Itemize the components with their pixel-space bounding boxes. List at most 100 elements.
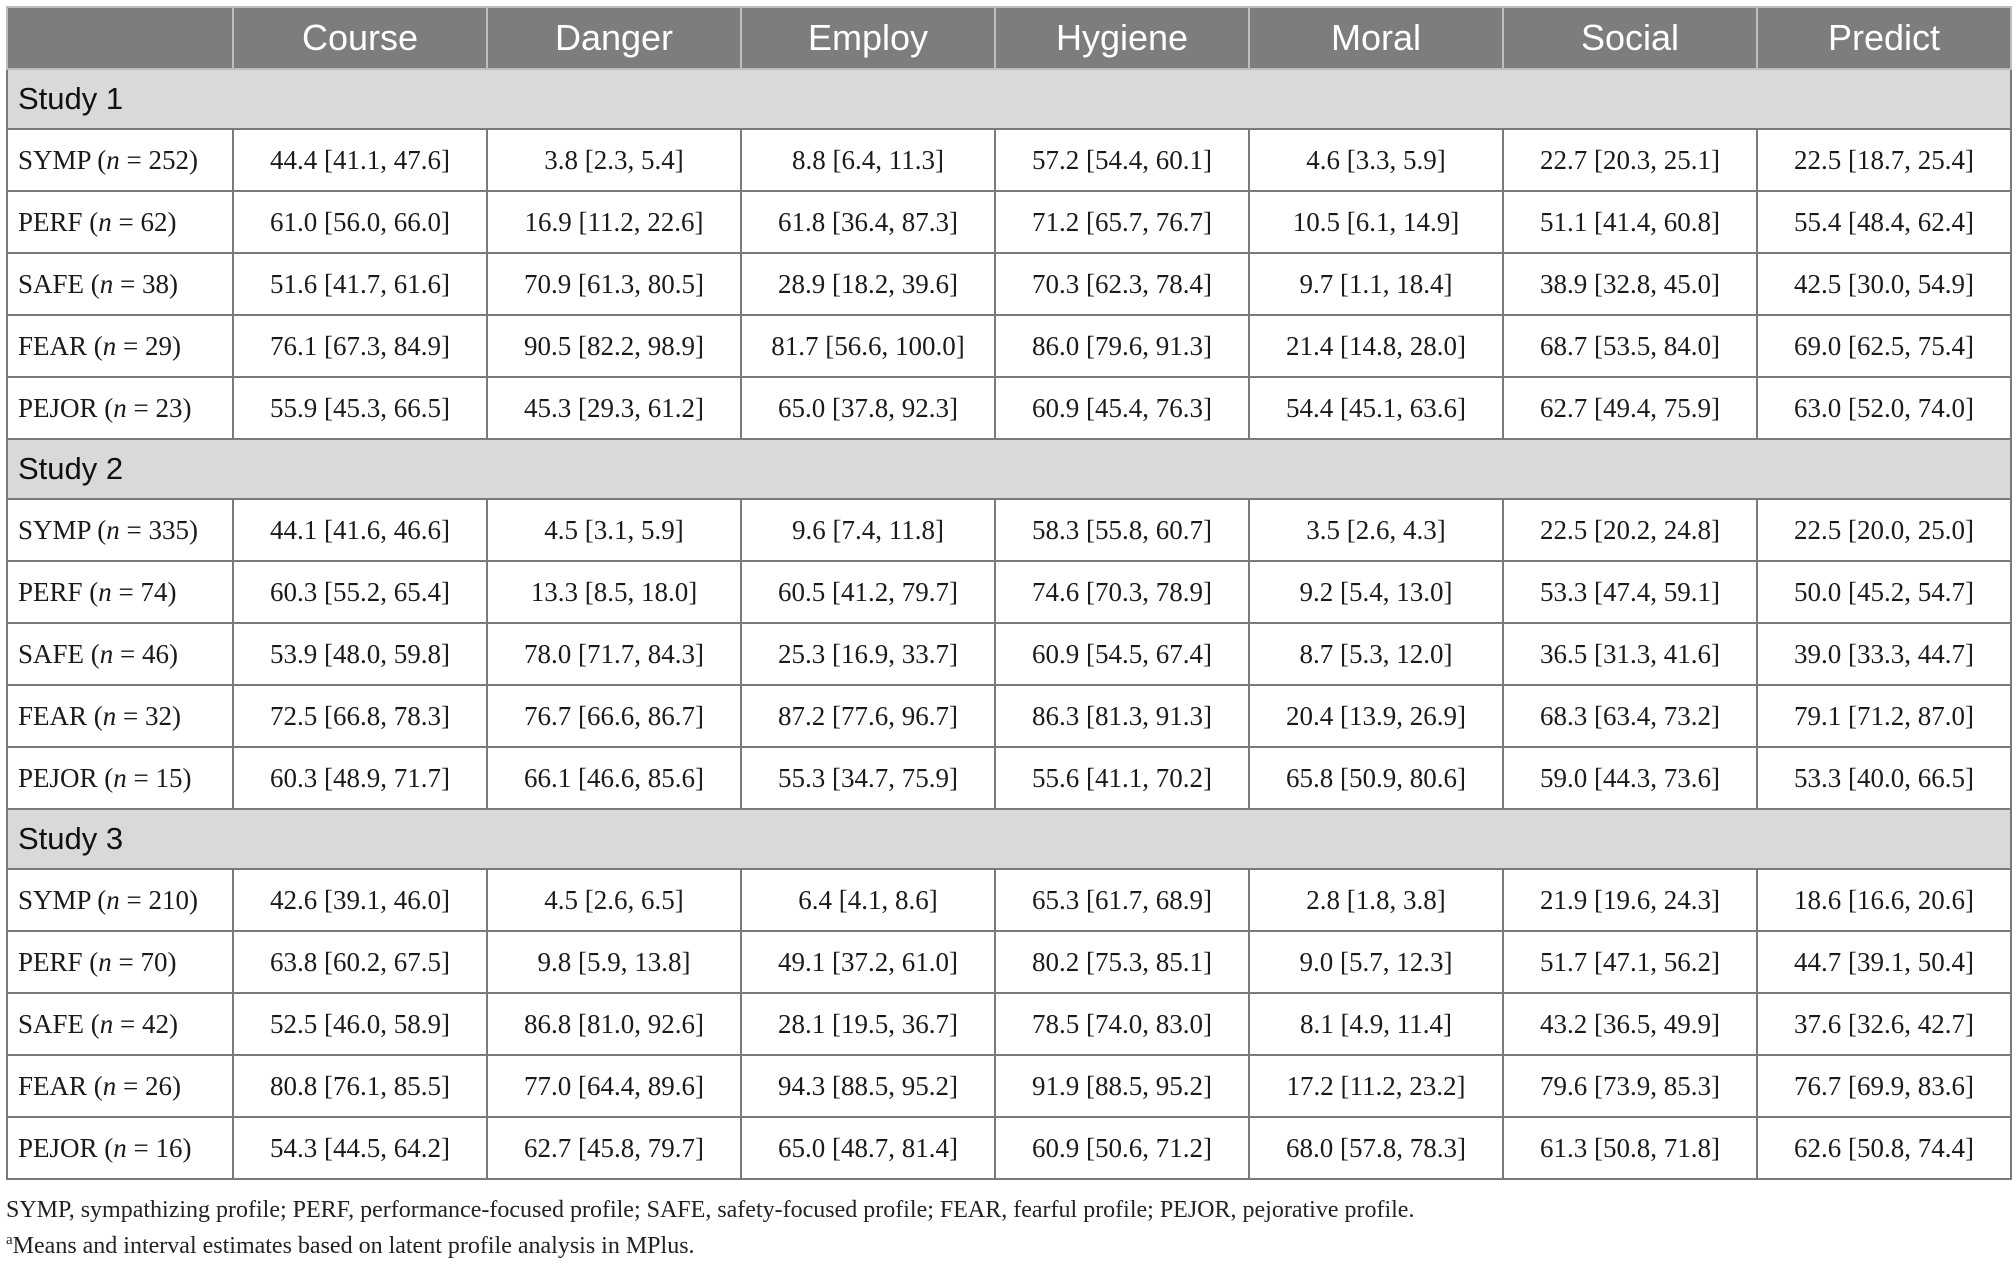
profile-name: SAFE <box>18 1008 85 1039</box>
footnotes: SYMP, sympathizing profile; PERF, perfor… <box>6 1192 2010 1264</box>
table-row: FEAR (n = 29) 76.1 [67.3, 84.9] 90.5 [82.2… <box>6 314 2012 378</box>
n-suffix: ) <box>172 700 182 731</box>
table-row: SAFE (n = 46) 53.9 [48.0, 59.8] 78.0 [71.7… <box>6 622 2012 686</box>
table-row: SYMP (n = 252) 44.4 [41.1, 47.6] 3.8 [2.3,… <box>6 128 2012 192</box>
data-cell: 4.6 [3.3, 5.9] <box>1248 128 1504 192</box>
n-prefix: (n = <box>82 206 141 237</box>
data-cell: 6.4 [4.1, 8.6] <box>740 868 996 932</box>
data-cell: 10.5 [6.1, 14.9] <box>1248 190 1504 254</box>
row-label: PERF (n = 70) <box>6 930 234 994</box>
study-header-row: Study 2 <box>6 438 2012 500</box>
data-cell: 79.6 [73.9, 85.3] <box>1502 1054 1758 1118</box>
profile-name: PERF <box>18 946 83 977</box>
data-cell: 72.5 [66.8, 78.3] <box>232 684 488 748</box>
header-cell-blank <box>6 6 234 70</box>
sample-size: 335 <box>148 514 190 545</box>
profile-name: FEAR <box>18 1070 88 1101</box>
data-cell: 55.6 [41.1, 70.2] <box>994 746 1250 810</box>
n-prefix: (n = <box>90 144 149 175</box>
n-prefix: (n = <box>84 268 143 299</box>
data-cell: 9.6 [7.4, 11.8] <box>740 498 996 562</box>
row-label: FEAR (n = 26) <box>6 1054 234 1118</box>
row-label: SYMP (n = 335) <box>6 498 234 562</box>
n-suffix: ) <box>189 144 199 175</box>
n-suffix: ) <box>189 514 199 545</box>
table-row: PERF (n = 62) 61.0 [56.0, 66.0] 16.9 [11.2… <box>6 190 2012 254</box>
profile-name: PEJOR <box>18 392 98 423</box>
table-row: PEJOR (n = 16) 54.3 [44.5, 64.2] 62.7 [45.… <box>6 1116 2012 1180</box>
sample-size: 62 <box>140 206 168 237</box>
n-suffix: ) <box>172 1070 182 1101</box>
row-label: SYMP (n = 210) <box>6 868 234 932</box>
study-title: Study 1 <box>6 68 2012 130</box>
n-suffix: ) <box>182 1132 192 1163</box>
data-cell: 37.6 [32.6, 42.7] <box>1756 992 2012 1056</box>
table-row: SAFE (n = 42) 52.5 [46.0, 58.9] 86.8 [81.0… <box>6 992 2012 1056</box>
results-table: Course Danger Employ Hygiene Moral Socia… <box>6 6 2012 1180</box>
profile-name: SYMP <box>18 514 91 545</box>
sample-size: 23 <box>155 392 183 423</box>
data-cell: 53.3 [47.4, 59.1] <box>1502 560 1758 624</box>
table-row: PERF (n = 74) 60.3 [55.2, 65.4] 13.3 [8.5,… <box>6 560 2012 624</box>
data-cell: 49.1 [37.2, 61.0] <box>740 930 996 994</box>
data-cell: 70.3 [62.3, 78.4] <box>994 252 1250 316</box>
study-header-row: Study 1 <box>6 68 2012 130</box>
n-suffix: ) <box>182 392 192 423</box>
data-cell: 42.6 [39.1, 46.0] <box>232 868 488 932</box>
footnote-note-text: Means and interval estimates based on la… <box>12 1233 695 1259</box>
data-cell: 25.3 [16.9, 33.7] <box>740 622 996 686</box>
profile-name: SAFE <box>18 268 85 299</box>
data-cell: 61.3 [50.8, 71.8] <box>1502 1116 1758 1180</box>
data-cell: 4.5 [3.1, 5.9] <box>486 498 742 562</box>
data-cell: 54.3 [44.5, 64.2] <box>232 1116 488 1180</box>
data-cell: 90.5 [82.2, 98.9] <box>486 314 742 378</box>
row-label: SYMP (n = 252) <box>6 128 234 192</box>
header-cell-moral: Moral <box>1248 6 1504 70</box>
row-label: PERF (n = 62) <box>6 190 234 254</box>
header-cell-predict: Predict <box>1756 6 2012 70</box>
table-body: Study 1 SYMP (n = 252) 44.4 [41.1, 47.6] 3.… <box>6 68 2012 1180</box>
data-cell: 60.9 [50.6, 71.2] <box>994 1116 1250 1180</box>
row-label: PERF (n = 74) <box>6 560 234 624</box>
data-cell: 63.0 [52.0, 74.0] <box>1756 376 2012 440</box>
data-cell: 45.3 [29.3, 61.2] <box>486 376 742 440</box>
data-cell: 3.8 [2.3, 5.4] <box>486 128 742 192</box>
data-cell: 80.2 [75.3, 85.1] <box>994 930 1250 994</box>
n-prefix: (n = <box>87 700 146 731</box>
data-cell: 20.4 [13.9, 26.9] <box>1248 684 1504 748</box>
data-cell: 80.8 [76.1, 85.5] <box>232 1054 488 1118</box>
profile-name: PERF <box>18 576 83 607</box>
table-row: FEAR (n = 26) 80.8 [76.1, 85.5] 77.0 [64.4… <box>6 1054 2012 1118</box>
row-label: FEAR (n = 29) <box>6 314 234 378</box>
data-cell: 60.9 [45.4, 76.3] <box>994 376 1250 440</box>
table-row: SAFE (n = 38) 51.6 [41.7, 61.6] 70.9 [61.3… <box>6 252 2012 316</box>
sample-size: 15 <box>155 762 183 793</box>
row-label: SAFE (n = 46) <box>6 622 234 686</box>
table-row: PERF (n = 70) 63.8 [60.2, 67.5] 9.8 [5.9, … <box>6 930 2012 994</box>
data-cell: 44.7 [39.1, 50.4] <box>1756 930 2012 994</box>
data-cell: 53.9 [48.0, 59.8] <box>232 622 488 686</box>
data-cell: 65.3 [61.7, 68.9] <box>994 868 1250 932</box>
data-cell: 57.2 [54.4, 60.1] <box>994 128 1250 192</box>
sample-size: 74 <box>140 576 168 607</box>
data-cell: 55.3 [34.7, 75.9] <box>740 746 996 810</box>
sample-size: 26 <box>145 1070 173 1101</box>
data-cell: 65.8 [50.9, 80.6] <box>1248 746 1504 810</box>
n-suffix: ) <box>167 946 177 977</box>
n-prefix: (n = <box>90 514 149 545</box>
data-cell: 9.0 [5.7, 12.3] <box>1248 930 1504 994</box>
sample-size: 42 <box>142 1008 170 1039</box>
data-cell: 77.0 [64.4, 89.6] <box>486 1054 742 1118</box>
data-cell: 76.7 [66.6, 86.7] <box>486 684 742 748</box>
data-cell: 21.4 [14.8, 28.0] <box>1248 314 1504 378</box>
table-row: SYMP (n = 335) 44.1 [41.6, 46.6] 4.5 [3.1,… <box>6 498 2012 562</box>
n-suffix: ) <box>189 884 199 915</box>
header-cell-course: Course <box>232 6 488 70</box>
n-suffix: ) <box>182 762 192 793</box>
data-cell: 55.4 [48.4, 62.4] <box>1756 190 2012 254</box>
row-label: PEJOR (n = 23) <box>6 376 234 440</box>
header-cell-employ: Employ <box>740 6 996 70</box>
profile-name: PERF <box>18 206 83 237</box>
sample-size: 210 <box>148 884 190 915</box>
data-cell: 58.3 [55.8, 60.7] <box>994 498 1250 562</box>
